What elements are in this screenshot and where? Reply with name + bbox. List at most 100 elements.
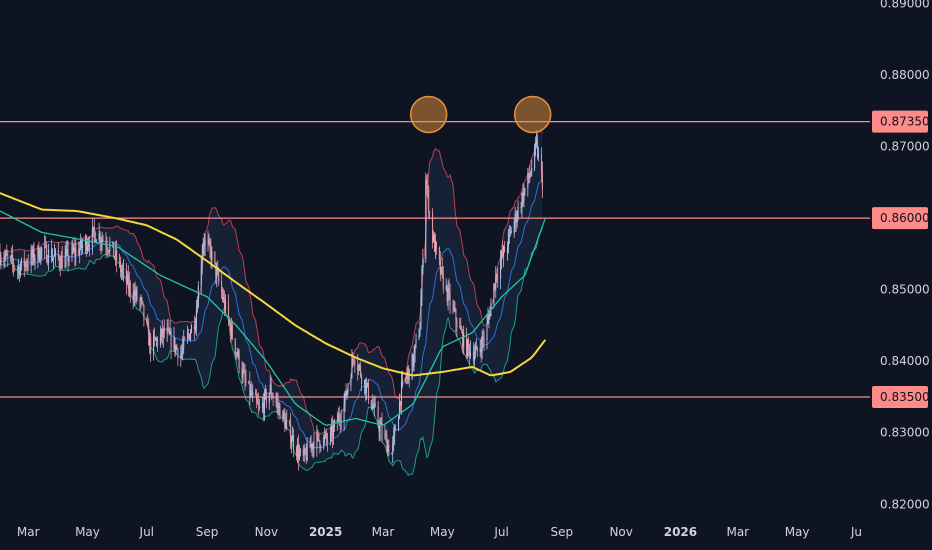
candle-body [66, 249, 68, 252]
candle-body [26, 264, 28, 267]
candle [528, 172, 530, 184]
candle [413, 345, 415, 372]
candle-body [169, 330, 171, 334]
candle [259, 399, 261, 411]
candle-body [400, 381, 402, 406]
candle [234, 338, 236, 359]
candle [33, 242, 35, 265]
candle-body [181, 351, 183, 355]
candle-body [114, 256, 116, 258]
candle-body [534, 145, 536, 169]
candle [295, 445, 297, 461]
candle-body [434, 241, 436, 252]
candle [412, 354, 414, 372]
candle [197, 281, 199, 309]
candle [148, 318, 150, 346]
candle [258, 392, 260, 416]
candle-body [87, 245, 89, 247]
candle-body [541, 171, 543, 191]
candle-body [235, 352, 237, 354]
candle-body [487, 317, 489, 324]
candle [305, 443, 307, 464]
candle-body [228, 318, 230, 324]
candle-body [332, 426, 334, 438]
x-tick-label: Sep [551, 525, 574, 539]
candle [494, 283, 496, 291]
candle [278, 401, 280, 415]
candle-body [317, 432, 319, 434]
candle-body [304, 448, 306, 453]
candle [360, 361, 362, 379]
candle-body [394, 428, 396, 435]
candle [434, 233, 436, 259]
candle [373, 395, 375, 417]
y-tick-label: 0.83000 [880, 426, 930, 440]
candle [506, 241, 508, 261]
candle-body [270, 384, 272, 396]
candle-body [101, 239, 103, 243]
candle [87, 237, 89, 252]
y-tick-label: 0.87000 [880, 140, 930, 154]
candle-body [33, 248, 35, 261]
candle-body [248, 381, 250, 384]
candle [129, 279, 131, 303]
candle-body [528, 173, 530, 179]
candle-body [272, 397, 274, 399]
candle [71, 240, 73, 262]
candle-body [513, 221, 515, 234]
candle [244, 363, 246, 391]
candle-body [207, 239, 209, 243]
candle [225, 294, 227, 314]
candle [290, 413, 292, 449]
candle [166, 319, 168, 342]
candle [330, 426, 332, 446]
candle [95, 238, 97, 243]
candle-body [486, 323, 488, 341]
candle-body [372, 405, 374, 409]
candle [238, 348, 240, 374]
candle-body [537, 140, 539, 158]
candle-body [466, 332, 468, 357]
candle [472, 342, 474, 366]
candle-body [432, 212, 434, 242]
candle [189, 333, 191, 341]
candle [420, 288, 422, 330]
candle [115, 241, 117, 267]
candle [182, 336, 184, 361]
candle [11, 247, 13, 264]
candle-body [237, 351, 239, 356]
candle [203, 232, 205, 256]
candle [299, 447, 301, 457]
candle-body [365, 384, 367, 394]
candle-body [339, 419, 341, 423]
candle-body [398, 416, 400, 431]
candle [51, 239, 53, 264]
candle-body [327, 439, 329, 442]
candle [302, 444, 304, 462]
candle-body [476, 346, 478, 352]
candle [44, 234, 46, 259]
candle-body [7, 255, 9, 257]
candle-body [17, 267, 19, 269]
candle-body [13, 262, 15, 267]
candle [467, 338, 469, 359]
candle [386, 429, 388, 453]
candle [255, 388, 257, 396]
candle [30, 244, 32, 273]
candle [65, 241, 67, 267]
candle-body [120, 261, 122, 272]
candle-body [183, 338, 185, 348]
candle-body [531, 168, 533, 174]
candle-body [19, 266, 21, 276]
candle-body [523, 190, 525, 202]
candle [504, 241, 506, 253]
candle-body [52, 256, 54, 259]
candle-body [261, 403, 263, 408]
candle [469, 340, 471, 359]
candle [257, 393, 259, 405]
candle [501, 250, 503, 270]
candle [101, 231, 103, 251]
candle [480, 337, 482, 363]
candle [279, 403, 281, 420]
